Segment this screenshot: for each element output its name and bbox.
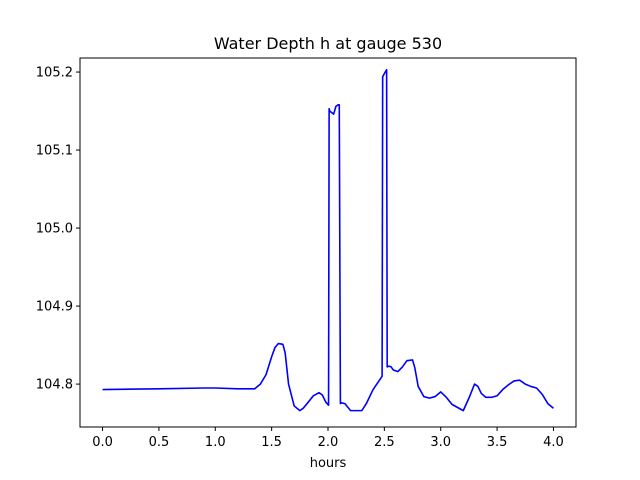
x-tick-label: 4.0 [543,435,564,450]
x-tick-label: 3.5 [487,435,508,450]
x-axis: 0.0 0.5 1.0 1.5 2.0 2.5 3.0 3.5 4.0 [92,427,564,450]
y-tick-label: 105.2 [36,66,73,81]
y-tick-label: 105.0 [36,222,73,237]
x-tick-label: 0.0 [92,435,113,450]
y-tick-label: 105.1 [36,144,73,159]
y-tick-label: 104.9 [36,300,73,315]
x-tick-label: 2.0 [318,435,339,450]
x-tick-label: 0.5 [149,435,170,450]
x-axis-label: hours [310,456,347,471]
plot-data [102,68,554,412]
y-axis: 104.8 104.9 105.0 105.1 105.2 [36,66,80,393]
x-tick-label: 3.0 [430,435,451,450]
chart-title: Water Depth h at gauge 530 [214,34,442,53]
x-tick-label: 2.5 [374,435,395,450]
y-tick-label: 104.8 [36,378,73,393]
x-tick-label: 1.0 [205,435,226,450]
x-tick-label: 1.5 [261,435,282,450]
series-line-0 [102,68,554,412]
